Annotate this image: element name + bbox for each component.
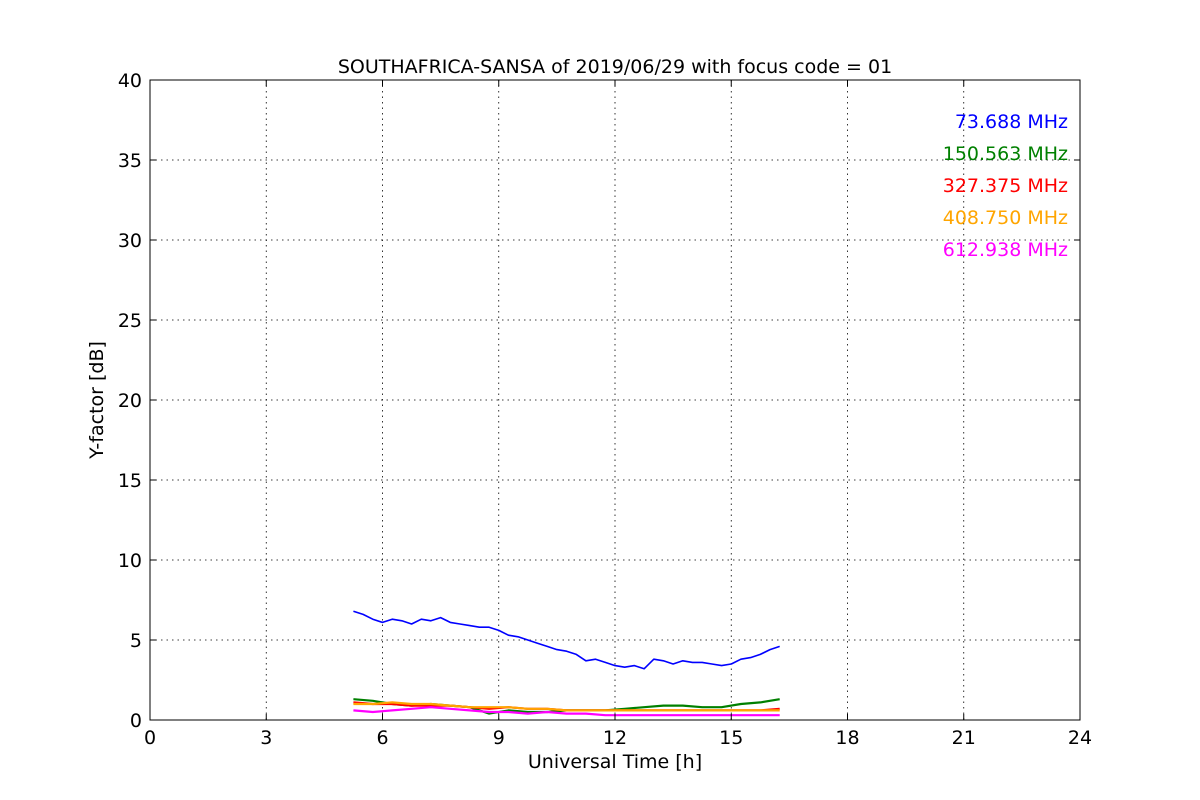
axis-ticks (149, 79, 1081, 721)
legend-entry-4: 612.938 MHz (943, 239, 1068, 261)
series-lines (353, 610, 780, 717)
x-tick-label: 18 (835, 727, 859, 749)
chart-title: SOUTHAFRICA-SANSA of 2019/06/29 with foc… (338, 56, 892, 78)
x-tick-label: 24 (1068, 727, 1092, 749)
grid (150, 80, 1080, 720)
legend-entry-0: 73.688 MHz (955, 111, 1068, 133)
y-tick-label: 40 (118, 70, 142, 92)
y-tick-label: 15 (118, 470, 142, 492)
x-tick-labels: 0 3 6 9 12 15 18 21 24 (144, 727, 1092, 749)
x-tick-label: 9 (493, 727, 505, 749)
y-tick-label: 30 (118, 230, 142, 252)
x-tick-label: 12 (603, 727, 627, 749)
x-axis-label: Universal Time [h] (528, 751, 702, 773)
x-tick-label: 6 (376, 727, 388, 749)
series-line-4 (353, 706, 780, 717)
y-tick-label: 35 (118, 150, 142, 172)
x-tick-label: 3 (260, 727, 272, 749)
legend-entry-3: 408.750 MHz (943, 207, 1068, 229)
x-tick-label: 21 (952, 727, 976, 749)
y-tick-label: 20 (118, 390, 142, 412)
y-axis-label: Y-factor [dB] (86, 341, 108, 460)
y-tick-labels: 0 5 10 15 20 25 30 35 40 (118, 70, 142, 732)
x-tick-label: 0 (144, 727, 156, 749)
y-tick-label: 25 (118, 310, 142, 332)
legend-entry-2: 327.375 MHz (943, 175, 1068, 197)
legend-entry-1: 150.563 MHz (943, 143, 1068, 165)
y-tick-label: 10 (118, 550, 142, 572)
x-tick-label: 15 (719, 727, 743, 749)
series-line-3 (353, 701, 780, 712)
y-tick-label: 5 (130, 630, 142, 652)
y-tick-label: 0 (130, 710, 142, 732)
series-line-0 (353, 610, 780, 670)
legend: 73.688 MHz 150.563 MHz 327.375 MHz 408.750 … (943, 111, 1068, 261)
